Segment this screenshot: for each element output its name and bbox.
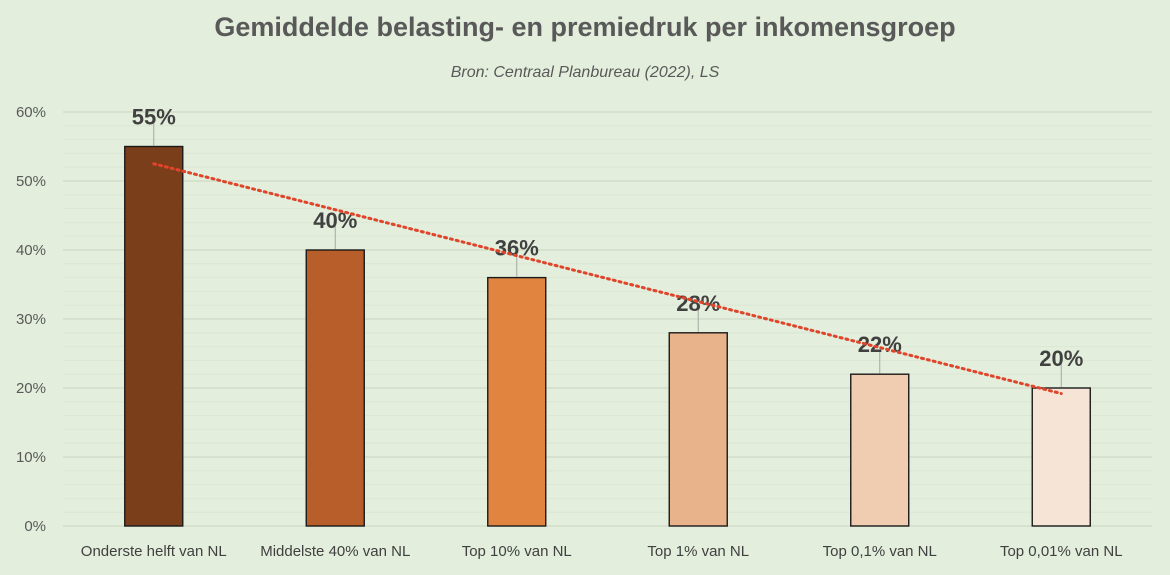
bar bbox=[668, 332, 728, 527]
y-tick-label: 30% bbox=[16, 311, 46, 328]
bar bbox=[1031, 387, 1091, 527]
data-label: 20% bbox=[1039, 346, 1083, 371]
trendline bbox=[152, 162, 1063, 396]
x-tick-label: Onderste helft van NL bbox=[81, 543, 227, 560]
data-label: 28% bbox=[676, 291, 720, 316]
data-label: 40% bbox=[313, 208, 357, 233]
y-tick-label: 10% bbox=[16, 449, 46, 466]
x-tick-label: Top 10% van NL bbox=[462, 543, 572, 560]
x-tick-label: Top 0,01% van NL bbox=[1000, 543, 1123, 560]
y-tick-label: 50% bbox=[16, 173, 46, 190]
bar bbox=[305, 249, 365, 527]
x-tick-label: Middelste 40% van NL bbox=[260, 543, 410, 560]
y-tick-label: 20% bbox=[16, 380, 46, 397]
x-tick-label: Top 0,1% van NL bbox=[823, 543, 937, 560]
bar bbox=[487, 276, 547, 527]
data-label: 55% bbox=[132, 105, 176, 130]
x-tick-label: Top 1% van NL bbox=[647, 543, 749, 560]
y-tick-label: 60% bbox=[16, 104, 46, 121]
bar bbox=[124, 145, 184, 527]
chart-subtitle: Bron: Centraal Planbureau (2022), LS bbox=[450, 64, 720, 81]
bar bbox=[850, 373, 910, 527]
y-tick-label: 40% bbox=[16, 242, 46, 259]
chart-title: Gemiddelde belasting- en premiedruk per … bbox=[214, 12, 956, 42]
y-tick-label: 0% bbox=[24, 518, 46, 535]
